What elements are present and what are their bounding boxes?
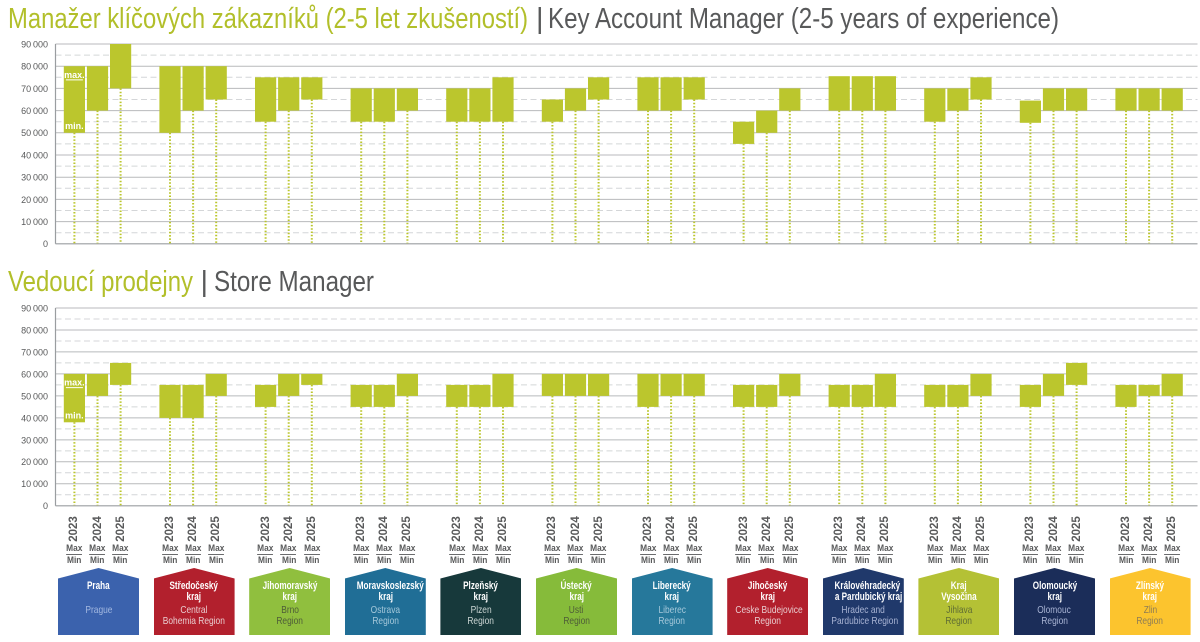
svg-text:80 000: 80 000 — [21, 325, 48, 335]
svg-text:70 000: 70 000 — [21, 347, 48, 357]
svg-text:50 000: 50 000 — [21, 128, 48, 138]
svg-text:80 000: 80 000 — [21, 62, 48, 72]
svg-text:90 000: 90 000 — [21, 39, 48, 49]
svg-text:10 000: 10 000 — [21, 479, 48, 489]
svg-text:50 000: 50 000 — [21, 391, 48, 401]
svg-text:60 000: 60 000 — [21, 106, 48, 116]
svg-text:30 000: 30 000 — [21, 435, 48, 445]
svg-text:20 000: 20 000 — [21, 195, 48, 205]
svg-text:min.: min. — [65, 121, 84, 131]
svg-text:max.: max. — [64, 70, 85, 80]
svg-text:40 000: 40 000 — [21, 150, 48, 160]
svg-text:40 000: 40 000 — [21, 413, 48, 423]
svg-text:70 000: 70 000 — [21, 84, 48, 94]
svg-text:20 000: 20 000 — [21, 457, 48, 467]
svg-text:min.: min. — [65, 410, 84, 420]
svg-text:0: 0 — [43, 501, 48, 511]
svg-text:10 000: 10 000 — [21, 217, 48, 227]
svg-text:0: 0 — [43, 239, 48, 249]
svg-text:90 000: 90 000 — [21, 303, 48, 313]
svg-text:30 000: 30 000 — [21, 173, 48, 183]
svg-text:max.: max. — [64, 378, 85, 388]
svg-text:60 000: 60 000 — [21, 369, 48, 379]
